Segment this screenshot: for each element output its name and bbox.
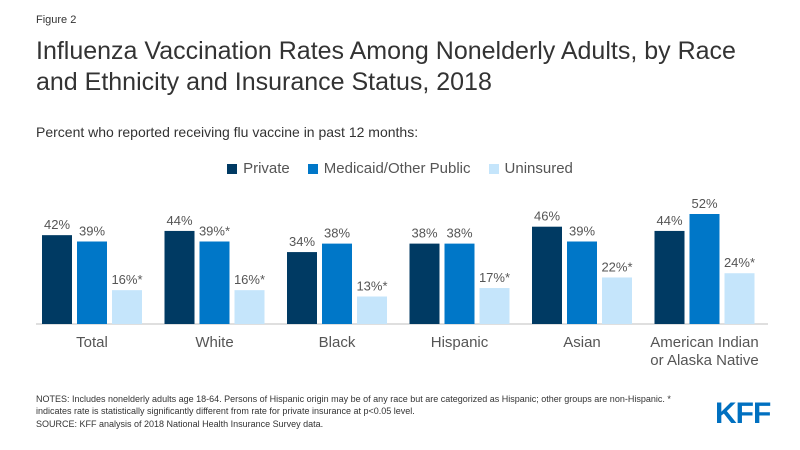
category-label-0: Total xyxy=(76,334,108,351)
bar-private-1 xyxy=(164,230,195,324)
data-label-uninsured-4: 22%* xyxy=(601,259,632,274)
data-label-uninsured-0: 16%* xyxy=(111,272,142,287)
data-label-uninsured-2: 13%* xyxy=(356,279,387,294)
bar-chart: 42% 39% 16%* Total 44% 39%* 16%* White 34% 38% 13%… xyxy=(36,196,768,369)
source-text: SOURCE: KFF analysis of 2018 National He… xyxy=(36,419,324,429)
bar-private-2 xyxy=(287,252,317,324)
legend-swatch-uninsured xyxy=(488,163,499,174)
data-label-medicaid-2: 38% xyxy=(324,226,350,241)
category-label-5-line-0: American Indian xyxy=(650,334,758,351)
category-label-2: Black xyxy=(319,334,356,351)
legend-item-private: Private xyxy=(227,160,290,177)
category-label-5-line-1: or Alaska Native xyxy=(650,352,758,369)
category-label-4: Asian xyxy=(563,334,601,351)
kff-logo: KFF xyxy=(715,397,771,430)
legend: Private Medicaid/Other Public Uninsured xyxy=(0,160,800,177)
data-label-uninsured-3: 17%* xyxy=(479,270,510,285)
category-label-3: Hispanic xyxy=(431,334,489,351)
legend-swatch-medicaid xyxy=(307,163,318,174)
bar-private-4 xyxy=(532,226,562,324)
legend-swatch-private xyxy=(227,163,238,174)
notes-text: NOTES: Includes nonelderly adults age 18… xyxy=(36,394,671,416)
bar-uninsured-2 xyxy=(357,296,387,324)
bar-medicaid-5 xyxy=(689,214,720,324)
figure-label: Figure 2 xyxy=(36,14,77,26)
bar-private-3 xyxy=(409,243,440,324)
category-label-1: White xyxy=(195,334,233,351)
notes-block: NOTES: Includes nonelderly adults age 18… xyxy=(36,394,696,431)
data-label-private-3: 38% xyxy=(411,226,437,241)
legend-label-private: Private xyxy=(243,160,290,177)
data-label-private-4: 46% xyxy=(534,209,560,224)
bar-medicaid-4 xyxy=(567,241,597,324)
data-label-private-1: 44% xyxy=(166,213,192,228)
bar-uninsured-4 xyxy=(602,277,632,324)
bar-medicaid-2 xyxy=(322,243,352,324)
data-label-private-2: 34% xyxy=(289,234,315,249)
data-label-private-0: 42% xyxy=(44,217,70,232)
data-label-uninsured-1: 16%* xyxy=(234,272,265,287)
bar-uninsured-3 xyxy=(479,288,510,324)
bar-uninsured-0 xyxy=(112,290,142,324)
data-label-medicaid-1: 39%* xyxy=(199,224,230,239)
bar-private-5 xyxy=(654,230,685,324)
data-label-medicaid-4: 39% xyxy=(569,224,595,239)
legend-label-uninsured: Uninsured xyxy=(504,160,573,177)
bar-medicaid-1 xyxy=(199,241,230,324)
data-label-private-5: 44% xyxy=(656,213,682,228)
bar-private-0 xyxy=(42,235,72,324)
legend-item-uninsured: Uninsured xyxy=(488,160,573,177)
chart-subtitle: Percent who reported receiving flu vacci… xyxy=(36,124,419,140)
legend-label-medicaid: Medicaid/Other Public xyxy=(323,160,471,177)
chart-title: Influenza Vaccination Rates Among Noneld… xyxy=(36,37,736,96)
data-label-uninsured-5: 24%* xyxy=(724,255,755,270)
bar-medicaid-0 xyxy=(77,241,107,324)
data-label-medicaid-5: 52% xyxy=(691,196,717,211)
bar-medicaid-3 xyxy=(444,243,475,324)
bar-uninsured-1 xyxy=(234,290,265,324)
legend-item-medicaid: Medicaid/Other Public xyxy=(307,160,471,177)
bar-uninsured-5 xyxy=(724,273,755,324)
data-label-medicaid-0: 39% xyxy=(79,224,105,239)
data-label-medicaid-3: 38% xyxy=(446,226,472,241)
